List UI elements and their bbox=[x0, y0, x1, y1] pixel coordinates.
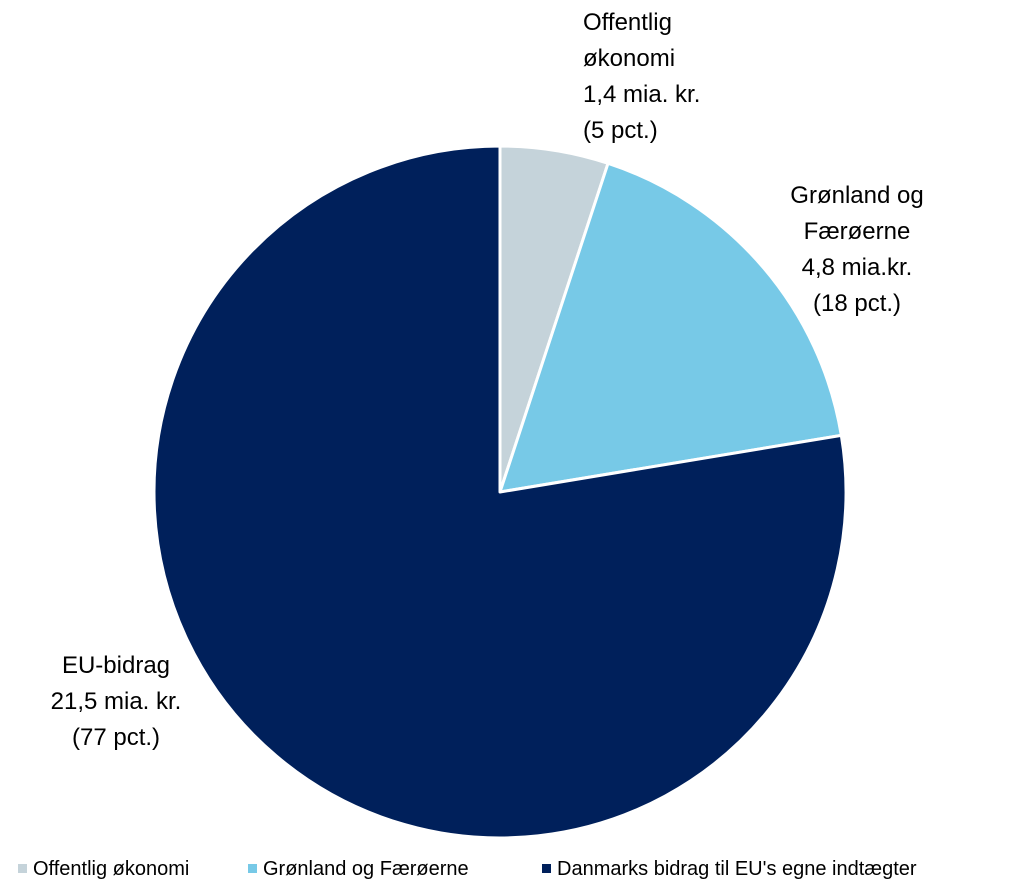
legend-entry-2: Grønland og Færøerne bbox=[263, 858, 469, 880]
data-label-line: Grønland og bbox=[790, 182, 923, 209]
data-label-line: (5 pct.) bbox=[583, 117, 658, 144]
data-label-line: økonomi bbox=[583, 45, 675, 72]
data-label-1: Offentlig økonomi 1,4 mia. kr. (5 pct.) bbox=[583, 9, 700, 144]
legend-swatch-1 bbox=[18, 864, 27, 873]
pie-slice-3 bbox=[152, 144, 848, 840]
legend: Offentlig økonomi Grønland og Færøerne Dan… bbox=[18, 858, 917, 880]
data-label-line: 4,8 mia.kr. bbox=[802, 254, 913, 281]
data-label-2: Grønland og Færøerne 4,8 mia.kr. (18 pct.) bbox=[790, 182, 923, 317]
data-label-line: (77 pct.) bbox=[72, 724, 160, 751]
data-labels: Offentlig økonomi 1,4 mia. kr. (5 pct.) Grøn… bbox=[51, 9, 924, 751]
legend-entry-1: Offentlig økonomi bbox=[33, 858, 189, 880]
data-label-3: EU-bidrag 21,5 mia. kr. (77 pct.) bbox=[51, 652, 182, 751]
data-label-line: 21,5 mia. kr. bbox=[51, 688, 182, 715]
legend-swatch-2 bbox=[248, 864, 257, 873]
legend-swatch-3 bbox=[542, 864, 551, 873]
legend-entry-3: Danmarks bidrag til EU's egne indtægter bbox=[557, 858, 917, 880]
data-label-line: Færøerne bbox=[804, 218, 911, 245]
data-label-line: Offentlig bbox=[583, 9, 672, 36]
pie-slice-2 bbox=[498, 161, 843, 494]
data-label-line: EU-bidrag bbox=[62, 652, 170, 679]
data-label-line: 1,4 mia. kr. bbox=[583, 81, 700, 108]
data-label-line: (18 pct.) bbox=[813, 290, 901, 317]
pie-slices bbox=[152, 144, 848, 840]
